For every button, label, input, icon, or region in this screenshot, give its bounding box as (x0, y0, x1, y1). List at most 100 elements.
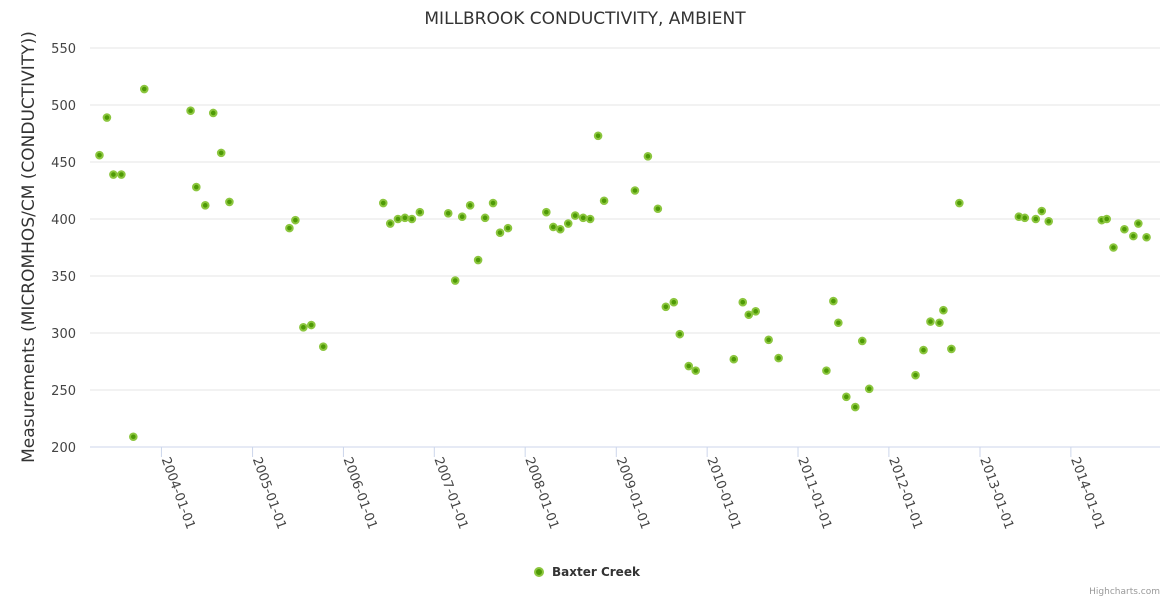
data-point[interactable] (744, 310, 754, 320)
data-point[interactable] (503, 223, 513, 233)
data-point[interactable] (1134, 219, 1143, 228)
data-point[interactable] (578, 213, 588, 223)
data-point[interactable] (443, 209, 453, 218)
data-point[interactable] (751, 307, 761, 316)
data-point[interactable] (834, 318, 843, 328)
data-point[interactable] (139, 84, 149, 94)
legend-item[interactable]: Baxter Creek (534, 565, 641, 579)
data-point[interactable] (1031, 214, 1041, 224)
data-point[interactable] (669, 297, 679, 307)
y-tick-label: 300 (51, 327, 76, 342)
data-point[interactable] (393, 214, 403, 224)
data-point[interactable] (192, 182, 201, 192)
data-point[interactable] (186, 106, 195, 115)
credits-link[interactable]: Highcharts.com (1089, 587, 1160, 597)
data-point[interactable] (488, 198, 498, 208)
data-point[interactable] (842, 392, 851, 402)
x-tick-label: 2010-01-01 (703, 455, 743, 531)
data-point[interactable] (465, 201, 475, 210)
data-point[interactable] (738, 297, 748, 307)
data-point[interactable] (939, 305, 948, 315)
x-tick-label: 2005-01-01 (249, 455, 289, 531)
x-tick-label: 2006-01-01 (340, 455, 380, 531)
data-point[interactable] (926, 317, 935, 326)
data-point[interactable] (774, 353, 783, 363)
data-point[interactable] (117, 170, 126, 179)
data-point[interactable] (208, 108, 218, 118)
data-point[interactable] (1109, 243, 1118, 252)
x-tick-label: 2009-01-01 (613, 455, 653, 531)
data-point[interactable] (378, 198, 388, 208)
y-tick-label: 350 (51, 270, 76, 285)
data-point[interactable] (109, 170, 118, 179)
data-point[interactable] (299, 323, 308, 332)
y-tick-label: 550 (51, 42, 76, 57)
data-point[interactable] (729, 354, 739, 364)
x-tick-label: 2014-01-01 (1067, 455, 1107, 531)
data-point[interactable] (1020, 213, 1030, 223)
data-point[interactable] (675, 329, 685, 339)
data-point[interactable] (216, 148, 226, 158)
data-point[interactable] (643, 152, 653, 161)
data-point[interactable] (542, 207, 551, 217)
data-point[interactable] (911, 370, 920, 380)
data-point[interactable] (318, 342, 328, 351)
data-point[interactable] (919, 345, 928, 355)
data-point[interactable] (691, 366, 701, 375)
data-point[interactable] (563, 219, 573, 228)
data-point[interactable] (864, 384, 874, 394)
data-point[interactable] (1120, 224, 1129, 234)
data-point[interactable] (307, 320, 316, 330)
data-point[interactable] (1102, 214, 1112, 224)
y-tick-label: 500 (51, 99, 76, 114)
data-point[interactable] (407, 214, 417, 224)
data-point[interactable] (935, 318, 944, 328)
data-point[interactable] (415, 207, 425, 217)
data-point[interactable] (661, 302, 671, 312)
data-point[interactable] (599, 196, 609, 206)
data-point[interactable] (1129, 231, 1138, 241)
legend-marker (534, 567, 544, 577)
x-tick-label: 2011-01-01 (794, 455, 834, 531)
data-point[interactable] (653, 204, 663, 214)
data-point[interactable] (947, 344, 956, 354)
data-point[interactable] (1044, 216, 1054, 226)
data-point[interactable] (857, 336, 867, 346)
data-point[interactable] (1142, 232, 1151, 242)
data-point[interactable] (285, 223, 294, 233)
data-point[interactable] (225, 197, 234, 207)
data-point[interactable] (200, 201, 210, 210)
data-point[interactable] (480, 213, 490, 223)
y-tick-label: 200 (51, 441, 76, 456)
data-point[interactable] (850, 402, 860, 412)
data-point[interactable] (822, 366, 831, 375)
data-point[interactable] (385, 219, 395, 228)
y-tick-label: 450 (51, 156, 76, 171)
data-point[interactable] (630, 186, 640, 195)
data-point[interactable] (457, 212, 467, 222)
data-point[interactable] (95, 150, 104, 160)
data-point[interactable] (473, 255, 483, 265)
data-point[interactable] (400, 213, 410, 223)
data-point[interactable] (1037, 206, 1047, 216)
data-point[interactable] (495, 228, 505, 237)
data-point[interactable] (764, 335, 773, 345)
data-point[interactable] (684, 361, 694, 371)
data-point[interactable] (102, 113, 112, 122)
data-point[interactable] (955, 198, 964, 208)
data-point[interactable] (291, 215, 300, 225)
data-point[interactable] (570, 211, 580, 220)
y-axis-label: Measurements (MICROMHOS/CM (CONDUCTIVITY… (19, 31, 39, 463)
data-point[interactable] (129, 432, 138, 442)
data-point[interactable] (593, 131, 603, 141)
data-point[interactable] (585, 214, 595, 224)
x-tick-label: 2008-01-01 (521, 455, 561, 531)
data-point[interactable] (555, 224, 565, 234)
data-point[interactable] (450, 276, 460, 285)
y-tick-label: 250 (51, 384, 76, 399)
x-tick-label: 2004-01-01 (158, 455, 198, 531)
y-tick-label: 400 (51, 213, 76, 228)
data-point[interactable] (829, 296, 838, 306)
x-tick-label: 2013-01-01 (976, 455, 1016, 531)
data-point[interactable] (549, 222, 558, 232)
